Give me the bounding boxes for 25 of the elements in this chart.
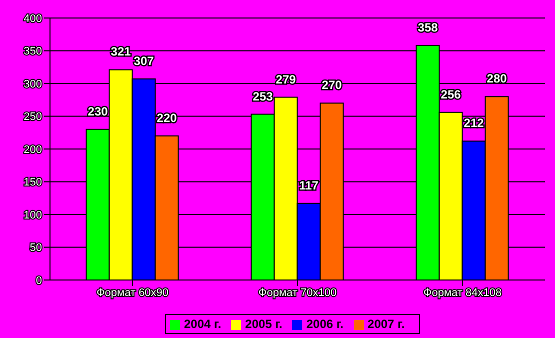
- data-label: 230: [88, 104, 108, 118]
- data-label: 212: [464, 116, 484, 130]
- data-label: 279: [276, 72, 296, 86]
- data-label: 307: [134, 54, 154, 68]
- x-tick-label: Формат 60х90: [96, 286, 169, 299]
- y-tick-label: 200: [24, 144, 42, 156]
- y-tick-label: 150: [24, 176, 42, 189]
- legend-label: 2004 г.: [184, 317, 222, 331]
- y-tick-label: 250: [24, 111, 42, 124]
- data-label: 253: [252, 89, 274, 104]
- data-label: 256: [440, 87, 462, 102]
- data-label: 280: [486, 72, 508, 86]
- legend-label: 2007 г.: [368, 317, 405, 331]
- x-tick-label: Формат 84х108: [423, 286, 502, 299]
- y-tick-label: 100: [24, 209, 42, 222]
- data-label: 358: [418, 20, 438, 35]
- x-tick-label: Формат 70х100: [258, 286, 337, 299]
- legend-label: 2006 г.: [306, 317, 344, 331]
- y-tick-label: 350: [24, 46, 42, 58]
- y-tick-label: 50: [30, 242, 42, 254]
- legend-label: 2005 г.: [245, 317, 282, 331]
- y-tick-label: 400: [24, 12, 42, 25]
- y-tick-label: 0: [36, 274, 42, 287]
- data-label: 117: [299, 178, 319, 192]
- y-tick-label: 300: [24, 78, 42, 90]
